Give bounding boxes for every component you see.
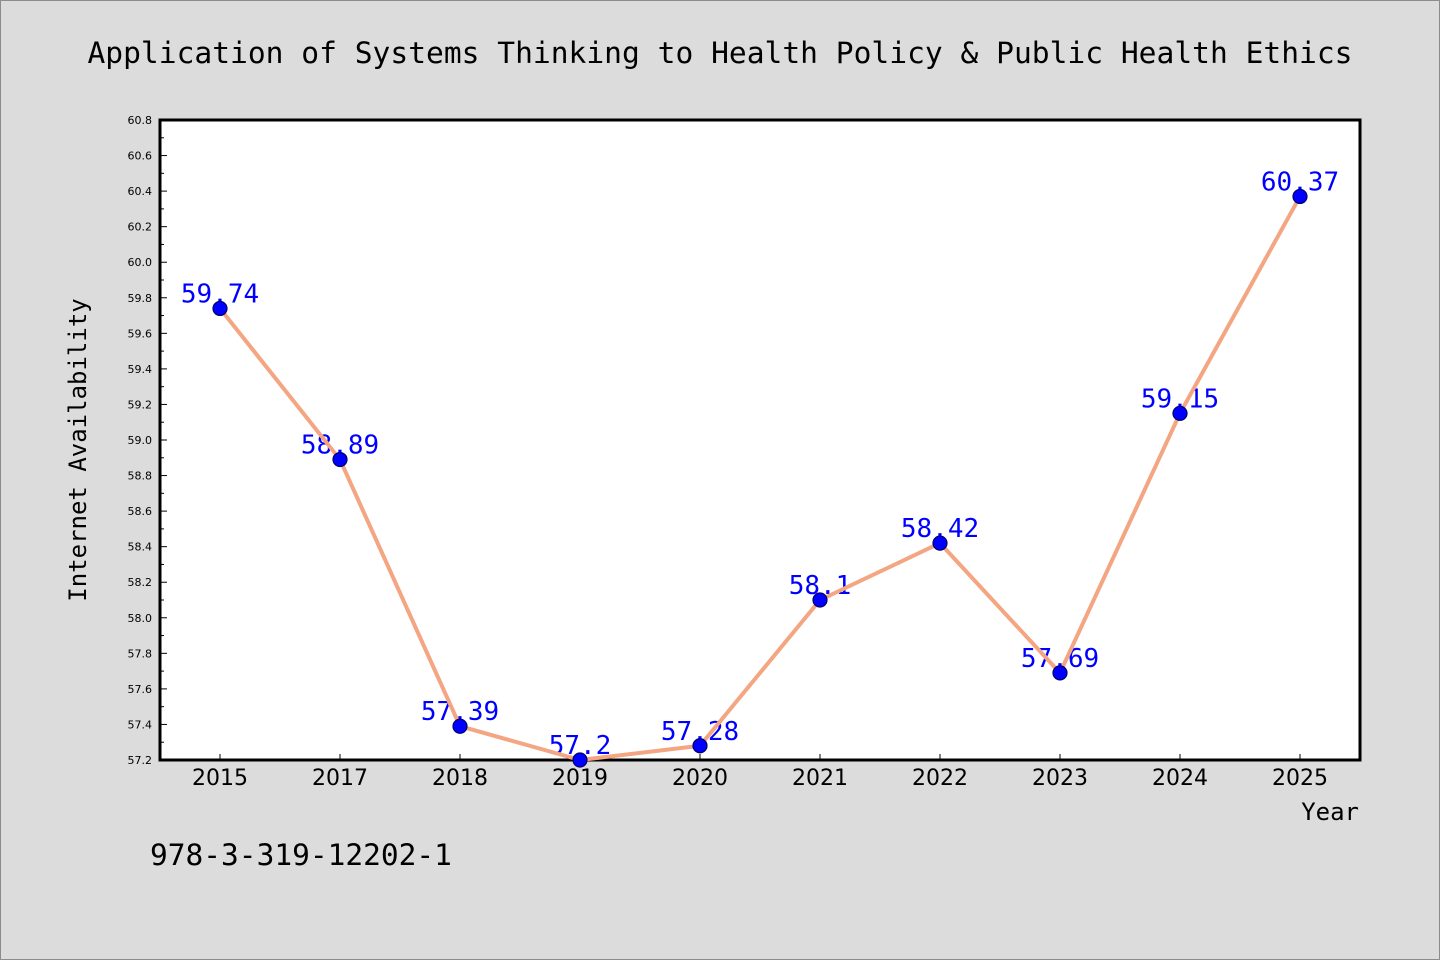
data-point: [452, 718, 468, 734]
y-tick-label: 59.0: [128, 434, 153, 447]
chart-title: Application of Systems Thinking to Healt…: [87, 36, 1352, 70]
annotation-text: 978-3-319-12202-1: [150, 838, 452, 872]
data-point: [692, 738, 708, 754]
data-point: [572, 752, 588, 768]
y-axis: 57.2 57.4 57.6 57.8 58.0 58.2 58.4 58.6 58.8 59.0…: [128, 114, 167, 767]
data-point: [332, 451, 348, 468]
data-point: [1052, 665, 1068, 681]
y-tick-label: 58.4: [128, 541, 153, 554]
data-point: [212, 300, 228, 317]
y-tick-label: 59.4: [128, 363, 153, 376]
y-tick-label: 59.2: [128, 398, 153, 411]
y-tick-label: 59.6: [128, 327, 153, 340]
y-tick-label: 58.0: [128, 612, 153, 625]
y-tick-label: 60.4: [128, 185, 153, 198]
x-tick-label: 2015: [192, 766, 248, 791]
data-point: [1292, 188, 1308, 205]
y-tick-label: 57.2: [128, 754, 153, 767]
data-point: [1172, 405, 1188, 421]
y-tick-label: 60.0: [128, 256, 153, 269]
x-tick-label: 2021: [792, 766, 848, 791]
series-line: [218, 194, 1302, 762]
x-tick-label: 2025: [1272, 766, 1328, 791]
y-tick-label: 58.8: [128, 470, 153, 483]
x-tick-label: 2022: [912, 766, 968, 791]
x-tick-label: 2017: [312, 766, 368, 791]
x-tick-label: 2019: [552, 766, 608, 791]
y-tick-label: 60.8: [128, 114, 153, 127]
y-tick-label: 60.6: [128, 150, 153, 163]
y-tick-label: 59.8: [128, 292, 153, 305]
data-point: [812, 592, 828, 608]
y-axis-label: Internet Availability: [64, 298, 92, 601]
x-axis: 2015 2017 2018 2019 2020 2021 2022 2023 2024 2025: [192, 754, 1328, 791]
x-tick-label: 2023: [1032, 766, 1088, 791]
y-tick-label: 60.2: [128, 221, 153, 234]
y-tick-label: 57.6: [128, 683, 153, 696]
plot-area: [158, 118, 1362, 762]
data-point: [932, 535, 948, 551]
y-tick-label: 58.6: [128, 505, 153, 518]
x-axis-label: Year: [1301, 798, 1359, 826]
x-tick-label: 2020: [672, 766, 728, 791]
y-tick-label: 58.2: [128, 576, 153, 589]
y-tick-label: 57.8: [128, 647, 153, 660]
x-tick-label: 2018: [432, 766, 488, 791]
x-tick-label: 2024: [1152, 766, 1208, 791]
y-tick-label: 57.4: [128, 718, 153, 731]
